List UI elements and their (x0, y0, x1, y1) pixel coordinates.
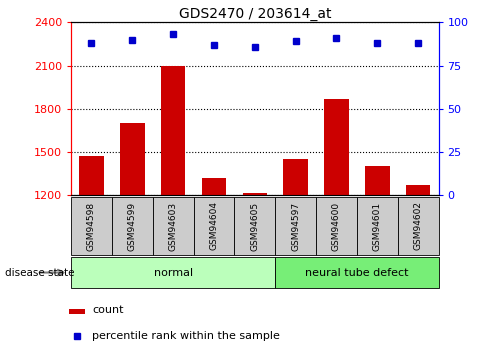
Text: GSM94605: GSM94605 (250, 201, 259, 250)
Bar (275, 257, 439, 288)
Text: GSM94603: GSM94603 (169, 201, 178, 250)
Bar (234, 197, 275, 255)
Text: GSM94600: GSM94600 (332, 201, 341, 250)
Text: normal: normal (153, 268, 193, 277)
Bar (69, 309, 85, 314)
Bar (324, 99, 349, 195)
Bar (406, 185, 430, 195)
Text: disease state: disease state (5, 268, 74, 277)
Bar (79, 156, 104, 195)
Bar (357, 197, 398, 255)
Bar (283, 159, 308, 195)
Text: GSM94601: GSM94601 (373, 201, 382, 250)
Bar (153, 197, 194, 255)
Bar (243, 194, 267, 195)
Bar (316, 197, 357, 255)
Bar (161, 66, 185, 195)
Text: GSM94604: GSM94604 (209, 201, 219, 250)
Bar (120, 123, 145, 195)
Title: GDS2470 / 203614_at: GDS2470 / 203614_at (178, 7, 331, 21)
Text: count: count (92, 305, 123, 315)
Bar (275, 197, 316, 255)
Text: neural tube defect: neural tube defect (305, 268, 409, 277)
Text: percentile rank within the sample: percentile rank within the sample (92, 331, 280, 341)
Text: GSM94597: GSM94597 (291, 201, 300, 250)
Bar (398, 197, 439, 255)
Text: GSM94602: GSM94602 (414, 201, 423, 250)
Bar (112, 197, 153, 255)
Text: GSM94598: GSM94598 (87, 201, 96, 250)
Bar (365, 166, 390, 195)
Bar (71, 257, 275, 288)
Bar (202, 178, 226, 195)
Bar (194, 197, 234, 255)
Bar (71, 197, 112, 255)
Text: GSM94599: GSM94599 (128, 201, 137, 250)
